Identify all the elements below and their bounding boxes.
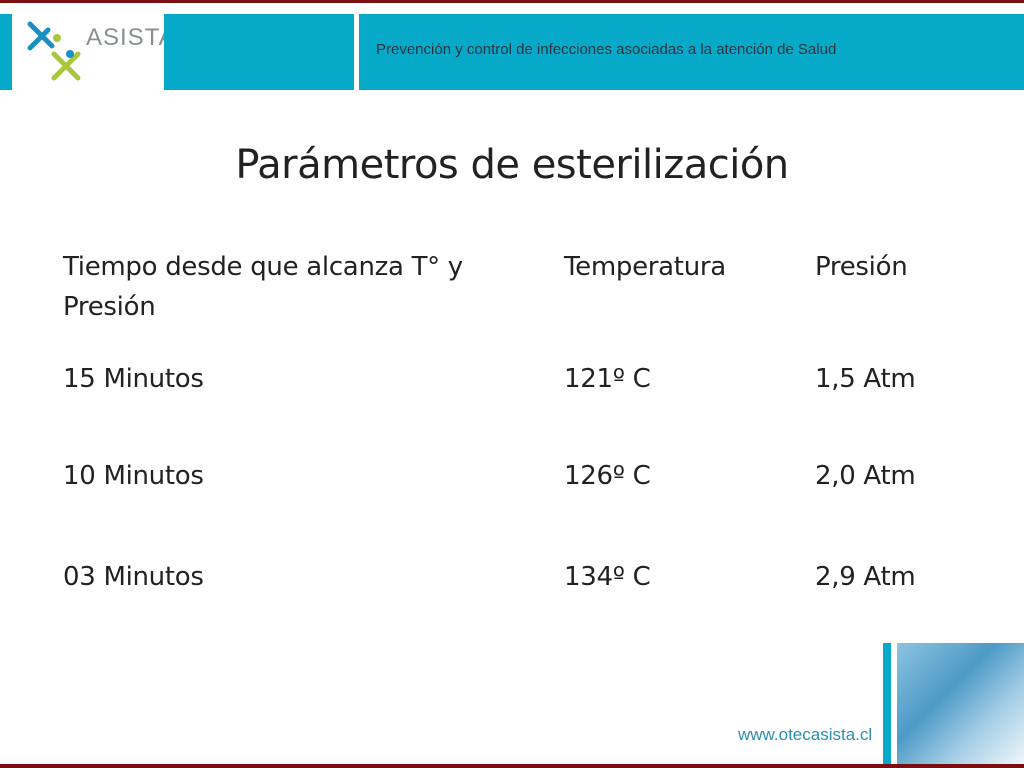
row3-temperature: 134º C [564, 562, 651, 592]
surgery-photo [897, 643, 1024, 764]
header-band-right [359, 14, 1024, 90]
header-subtitle: Prevención y control de infecciones asoc… [376, 41, 837, 58]
row1-time: 15 Minutos [63, 364, 204, 394]
header-time: Tiempo desde que alcanza T° y Presión [63, 252, 463, 322]
top-border [0, 0, 1024, 3]
photo-accent-bar [883, 643, 891, 764]
header-band-left [0, 14, 12, 90]
header-temperature: Temperatura [564, 252, 726, 282]
row3-pressure: 2,9 Atm [815, 562, 916, 592]
header-pressure: Presión [815, 252, 908, 282]
header-divider [354, 30, 359, 90]
row1-temperature: 121º C [564, 364, 651, 394]
header-band [164, 14, 354, 90]
row3-time: 03 Minutos [63, 562, 204, 592]
row2-time: 10 Minutos [63, 461, 204, 491]
website-link[interactable]: www.otecasista.cl [738, 725, 873, 744]
logo-figure-icon [27, 21, 81, 81]
bottom-border [0, 764, 1024, 768]
row2-temperature: 126º C [564, 461, 651, 491]
asista-logo: ASISTA [26, 20, 175, 85]
row2-pressure: 2,0 Atm [815, 461, 916, 491]
row1-pressure: 1,5 Atm [815, 364, 916, 394]
slide-title: Parámetros de esterilización [235, 142, 789, 188]
logo-text: ASISTA [86, 24, 176, 51]
